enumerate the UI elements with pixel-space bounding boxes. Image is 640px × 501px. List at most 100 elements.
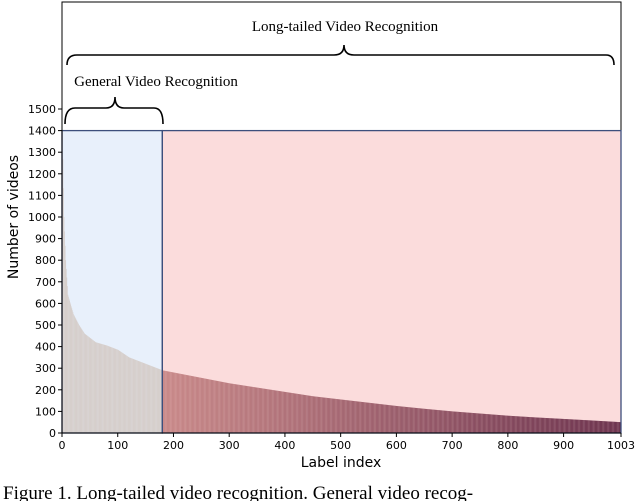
bar: [513, 416, 515, 433]
bar: [150, 365, 151, 433]
bar: [295, 393, 297, 433]
bar: [306, 395, 308, 433]
bar: [538, 417, 540, 433]
bar: [163, 370, 165, 433]
bar: [321, 397, 323, 433]
bar: [409, 407, 410, 433]
bar: [427, 409, 429, 433]
bar: [111, 347, 113, 433]
bar: [332, 398, 334, 433]
bar: [205, 378, 206, 433]
bar: [173, 372, 175, 433]
bar: [524, 416, 526, 433]
bar: [516, 416, 517, 433]
bar: [366, 402, 368, 433]
bar: [552, 418, 554, 433]
bar: [330, 398, 331, 433]
bar: [155, 367, 157, 433]
bar: [338, 399, 340, 433]
bar: [264, 388, 266, 433]
bar: [432, 409, 433, 433]
bar: [376, 403, 378, 433]
bar: [99, 343, 101, 433]
bar: [476, 413, 477, 433]
bar: [570, 419, 572, 433]
bar: [453, 411, 454, 433]
bar: [326, 397, 328, 433]
bar: [79, 325, 80, 433]
bar: [536, 417, 538, 433]
bar: [425, 408, 427, 433]
bar: [550, 418, 552, 433]
bar: [569, 419, 570, 433]
bar: [322, 397, 324, 433]
bar: [146, 364, 148, 433]
bar: [490, 414, 492, 433]
bar: [253, 387, 255, 433]
bar: [380, 404, 381, 433]
bar: [101, 343, 102, 433]
bar: [510, 415, 512, 433]
bar: [466, 412, 468, 433]
bar: [514, 416, 516, 433]
bar: [428, 409, 430, 433]
bar: [316, 396, 317, 433]
bar: [613, 421, 614, 433]
bar: [245, 385, 247, 433]
bar: [302, 394, 303, 433]
bar: [560, 418, 561, 433]
bar: [215, 380, 216, 433]
bar: [519, 416, 520, 433]
bar: [588, 420, 589, 433]
bar: [232, 383, 234, 433]
bar: [456, 411, 458, 433]
bar: [179, 373, 181, 433]
bar: [150, 365, 152, 433]
bar: [231, 383, 233, 433]
bar: [147, 364, 148, 433]
bar: [111, 347, 112, 433]
bar: [246, 385, 248, 433]
bar: [333, 398, 335, 433]
bar: [213, 380, 214, 433]
bar: [286, 392, 288, 433]
bar: [82, 331, 84, 433]
bar: [522, 416, 524, 433]
bar: [218, 381, 220, 433]
bar: [89, 337, 91, 433]
bar: [362, 402, 364, 433]
bar: [257, 387, 259, 433]
bar: [194, 376, 195, 433]
x-ticks-group: 0 100 200 300 400 500 600 700 800 900 1003: [59, 433, 635, 452]
bar: [183, 374, 185, 433]
bar: [455, 411, 457, 433]
bar: [397, 406, 399, 433]
bar: [479, 413, 481, 433]
bar: [256, 387, 258, 433]
bar: [544, 417, 545, 433]
bar: [186, 375, 187, 433]
bar: [274, 390, 276, 433]
bar: [550, 418, 551, 433]
bar: [254, 387, 255, 433]
bar: [388, 405, 390, 433]
bar: [327, 398, 329, 433]
bar: [520, 416, 522, 433]
bar: [599, 420, 600, 433]
bar: [289, 392, 291, 433]
bar: [298, 394, 300, 433]
bar: [549, 418, 551, 433]
bar: [400, 406, 402, 433]
bar: [90, 338, 92, 433]
bar: [483, 413, 485, 433]
bar: [503, 415, 505, 433]
bar: [419, 408, 420, 433]
bar: [440, 410, 442, 433]
bar: [605, 421, 607, 433]
bar: [225, 382, 227, 433]
bar: [571, 419, 573, 433]
bar: [74, 316, 75, 433]
bar: [526, 416, 528, 433]
bar: [580, 419, 582, 433]
bar: [334, 398, 336, 433]
